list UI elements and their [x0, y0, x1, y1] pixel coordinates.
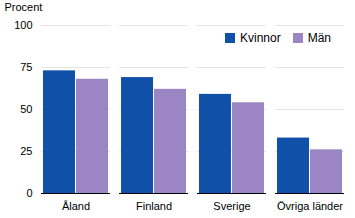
- html-text:Män: Män: [307, 31, 331, 45]
- svg-text:50: 50: [20, 103, 32, 115]
- svg-text:Sverige: Sverige: [213, 200, 250, 212]
- html-text:Kvinnor: Kvinnor: [240, 31, 281, 45]
- svg-text:Åland: Åland: [62, 200, 90, 212]
- svg-text:Övriga länder: Övriga länder: [277, 200, 343, 212]
- svg-text:75: 75: [20, 61, 32, 73]
- svg-text:100: 100: [14, 19, 32, 31]
- svg-text:25: 25: [20, 145, 32, 157]
- svg-text:Finland: Finland: [136, 200, 172, 212]
- svg-text:0: 0: [26, 187, 32, 199]
- svg-text:Procent: Procent: [5, 1, 43, 13]
